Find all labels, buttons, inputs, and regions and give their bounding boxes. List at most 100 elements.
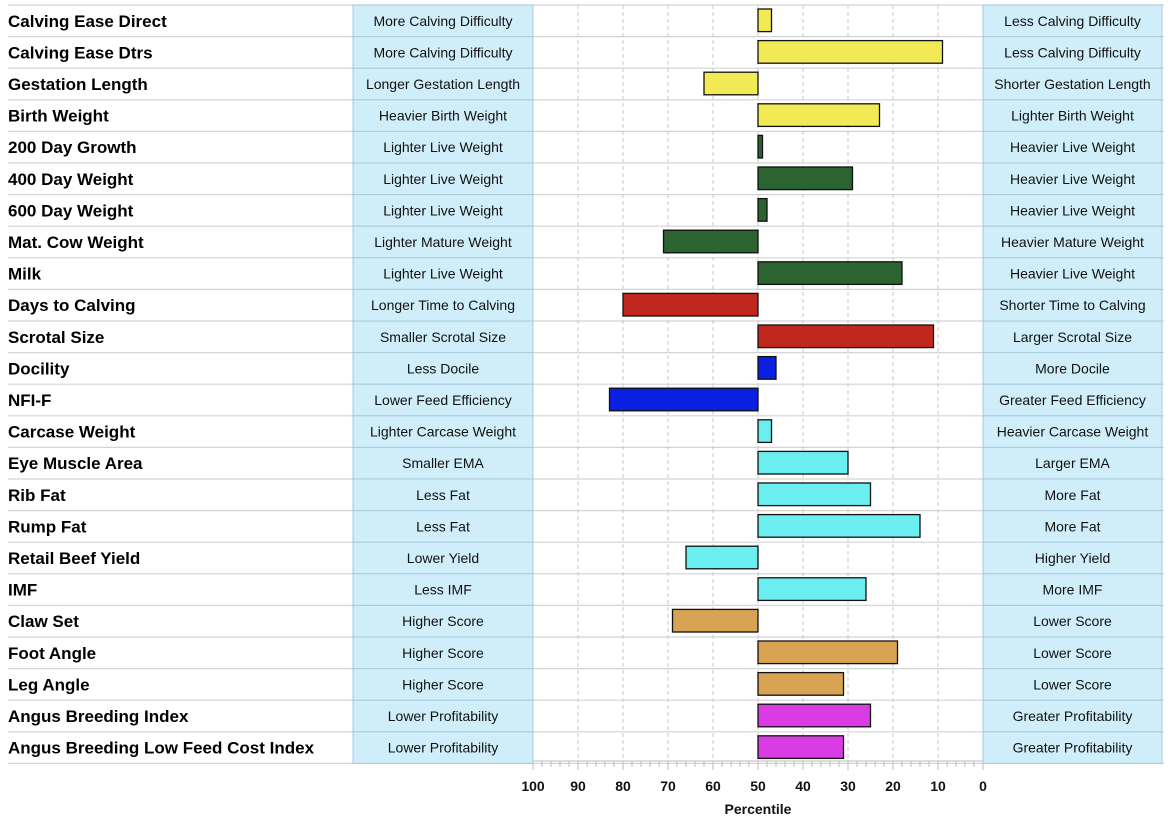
left-description-box bbox=[352, 541, 534, 575]
trait-label: Rib Fat bbox=[8, 486, 66, 505]
left-description: Less Docile bbox=[407, 360, 480, 376]
right-description: Lower Score bbox=[1033, 613, 1112, 629]
trait-label: Days to Calving bbox=[8, 296, 136, 315]
left-description-box bbox=[352, 668, 534, 701]
tick-label: 90 bbox=[570, 778, 586, 794]
left-description-box bbox=[352, 446, 534, 480]
right-description-box bbox=[982, 541, 1163, 575]
trait-label: Calving Ease Dtrs bbox=[8, 43, 153, 62]
right-description: Lower Score bbox=[1033, 676, 1112, 692]
trait-label: 400 Day Weight bbox=[8, 170, 134, 189]
bar-foot-angle bbox=[757, 640, 899, 665]
left-description: Smaller Scrotal Size bbox=[380, 329, 506, 345]
bar-leg-angle bbox=[757, 671, 845, 696]
right-description: More Fat bbox=[1044, 487, 1100, 503]
right-description: Higher Yield bbox=[1035, 550, 1111, 566]
left-description-box bbox=[352, 352, 534, 385]
right-description-box bbox=[982, 510, 1163, 543]
bar-carcase-weight bbox=[757, 419, 773, 444]
trait-label: Leg Angle bbox=[8, 675, 90, 694]
left-description-box bbox=[352, 320, 534, 354]
right-description-box bbox=[982, 446, 1163, 480]
left-description: Higher Score bbox=[402, 645, 484, 661]
left-description: Lighter Live Weight bbox=[383, 171, 503, 187]
tick-label: 30 bbox=[840, 778, 856, 794]
trait-label: Eye Muscle Area bbox=[8, 454, 143, 473]
right-description: Shorter Time to Calving bbox=[999, 297, 1145, 313]
description-boxes: More Calving Difficulty Less Calving Diff… bbox=[352, 4, 1163, 764]
right-description: More Fat bbox=[1044, 518, 1100, 534]
trait-label: NFI-F bbox=[8, 391, 51, 410]
left-description: Smaller EMA bbox=[402, 455, 484, 471]
left-description: Lower Feed Efficiency bbox=[374, 392, 511, 408]
tick-label: 50 bbox=[750, 778, 766, 794]
left-description: Lighter Carcase Weight bbox=[370, 424, 516, 440]
left-description: Less Fat bbox=[416, 518, 470, 534]
left-description: Lighter Mature Weight bbox=[374, 234, 512, 250]
left-description: Longer Time to Calving bbox=[371, 297, 515, 313]
bar-200-day-growth bbox=[757, 134, 764, 159]
left-description-box bbox=[352, 699, 534, 733]
left-description: Less Fat bbox=[416, 487, 470, 503]
trait-label: Rump Fat bbox=[8, 517, 87, 536]
trait-label: Claw Set bbox=[8, 612, 79, 631]
bar-days-to-calving bbox=[622, 292, 759, 317]
left-description-box bbox=[352, 573, 534, 606]
left-description-box bbox=[352, 4, 534, 38]
right-description-box bbox=[982, 320, 1163, 354]
x-axis: Percentile 100 90 80 70 60 50 40 30 20 10 0 bbox=[521, 760, 987, 817]
left-description: Heavier Birth Weight bbox=[379, 108, 507, 124]
bar-rump-fat bbox=[757, 513, 921, 538]
right-description: Greater Feed Efficiency bbox=[999, 392, 1146, 408]
left-description-box bbox=[352, 194, 534, 227]
left-description-box bbox=[352, 257, 534, 290]
right-description-box bbox=[982, 67, 1163, 101]
right-description: Less Calving Difficulty bbox=[1004, 13, 1141, 29]
right-description-box bbox=[982, 36, 1163, 69]
right-description-box bbox=[982, 699, 1163, 733]
right-description: Heavier Live Weight bbox=[1010, 202, 1135, 218]
trait-label: IMF bbox=[8, 581, 37, 600]
right-description: Shorter Gestation Length bbox=[994, 76, 1150, 92]
bar-nfi-f bbox=[608, 387, 759, 412]
bar-scrotal-size bbox=[757, 324, 935, 349]
right-description: More IMF bbox=[1043, 582, 1103, 598]
trait-label: Birth Weight bbox=[8, 107, 109, 126]
trait-label: Mat. Cow Weight bbox=[8, 233, 144, 252]
trait-label: 200 Day Growth bbox=[8, 138, 137, 157]
right-description: More Docile bbox=[1035, 360, 1110, 376]
left-description-box bbox=[352, 510, 534, 543]
right-description: Lighter Birth Weight bbox=[1011, 108, 1134, 124]
left-description-box bbox=[352, 99, 534, 132]
right-description: Heavier Live Weight bbox=[1010, 266, 1135, 282]
right-description-box bbox=[982, 604, 1163, 638]
right-description: Larger EMA bbox=[1035, 455, 1110, 471]
trait-label: Docility bbox=[8, 359, 70, 378]
bar-retail-beef-yield bbox=[685, 545, 759, 570]
trait-label: Angus Breeding Index bbox=[8, 707, 189, 726]
right-description-box bbox=[982, 573, 1163, 606]
trait-label: Angus Breeding Low Feed Cost Index bbox=[8, 739, 315, 758]
trait-label: Scrotal Size bbox=[8, 328, 104, 347]
bar-rib-fat bbox=[757, 482, 872, 507]
left-description: Lighter Live Weight bbox=[383, 139, 503, 155]
tick-label: 70 bbox=[660, 778, 676, 794]
trait-label: Retail Beef Yield bbox=[8, 549, 140, 568]
left-description: Higher Score bbox=[402, 676, 484, 692]
left-description: Higher Score bbox=[402, 613, 484, 629]
bar-400-day-weight bbox=[757, 166, 854, 191]
bar-calving-ease-dtrs bbox=[757, 39, 944, 64]
right-description: Greater Profitability bbox=[1013, 708, 1133, 724]
bar-imf bbox=[757, 577, 867, 602]
right-description: Larger Scrotal Size bbox=[1013, 329, 1132, 345]
right-description: Heavier Carcase Weight bbox=[997, 424, 1149, 440]
right-description: Heavier Mature Weight bbox=[1001, 234, 1144, 250]
right-description-box bbox=[982, 352, 1163, 385]
left-description-box bbox=[352, 478, 534, 512]
left-description-box bbox=[352, 604, 534, 638]
tick-label: 10 bbox=[930, 778, 946, 794]
left-description-box bbox=[352, 383, 534, 417]
right-description-box bbox=[982, 288, 1163, 322]
tick-label: 80 bbox=[615, 778, 631, 794]
bar-angus-breeding-index bbox=[757, 703, 872, 728]
